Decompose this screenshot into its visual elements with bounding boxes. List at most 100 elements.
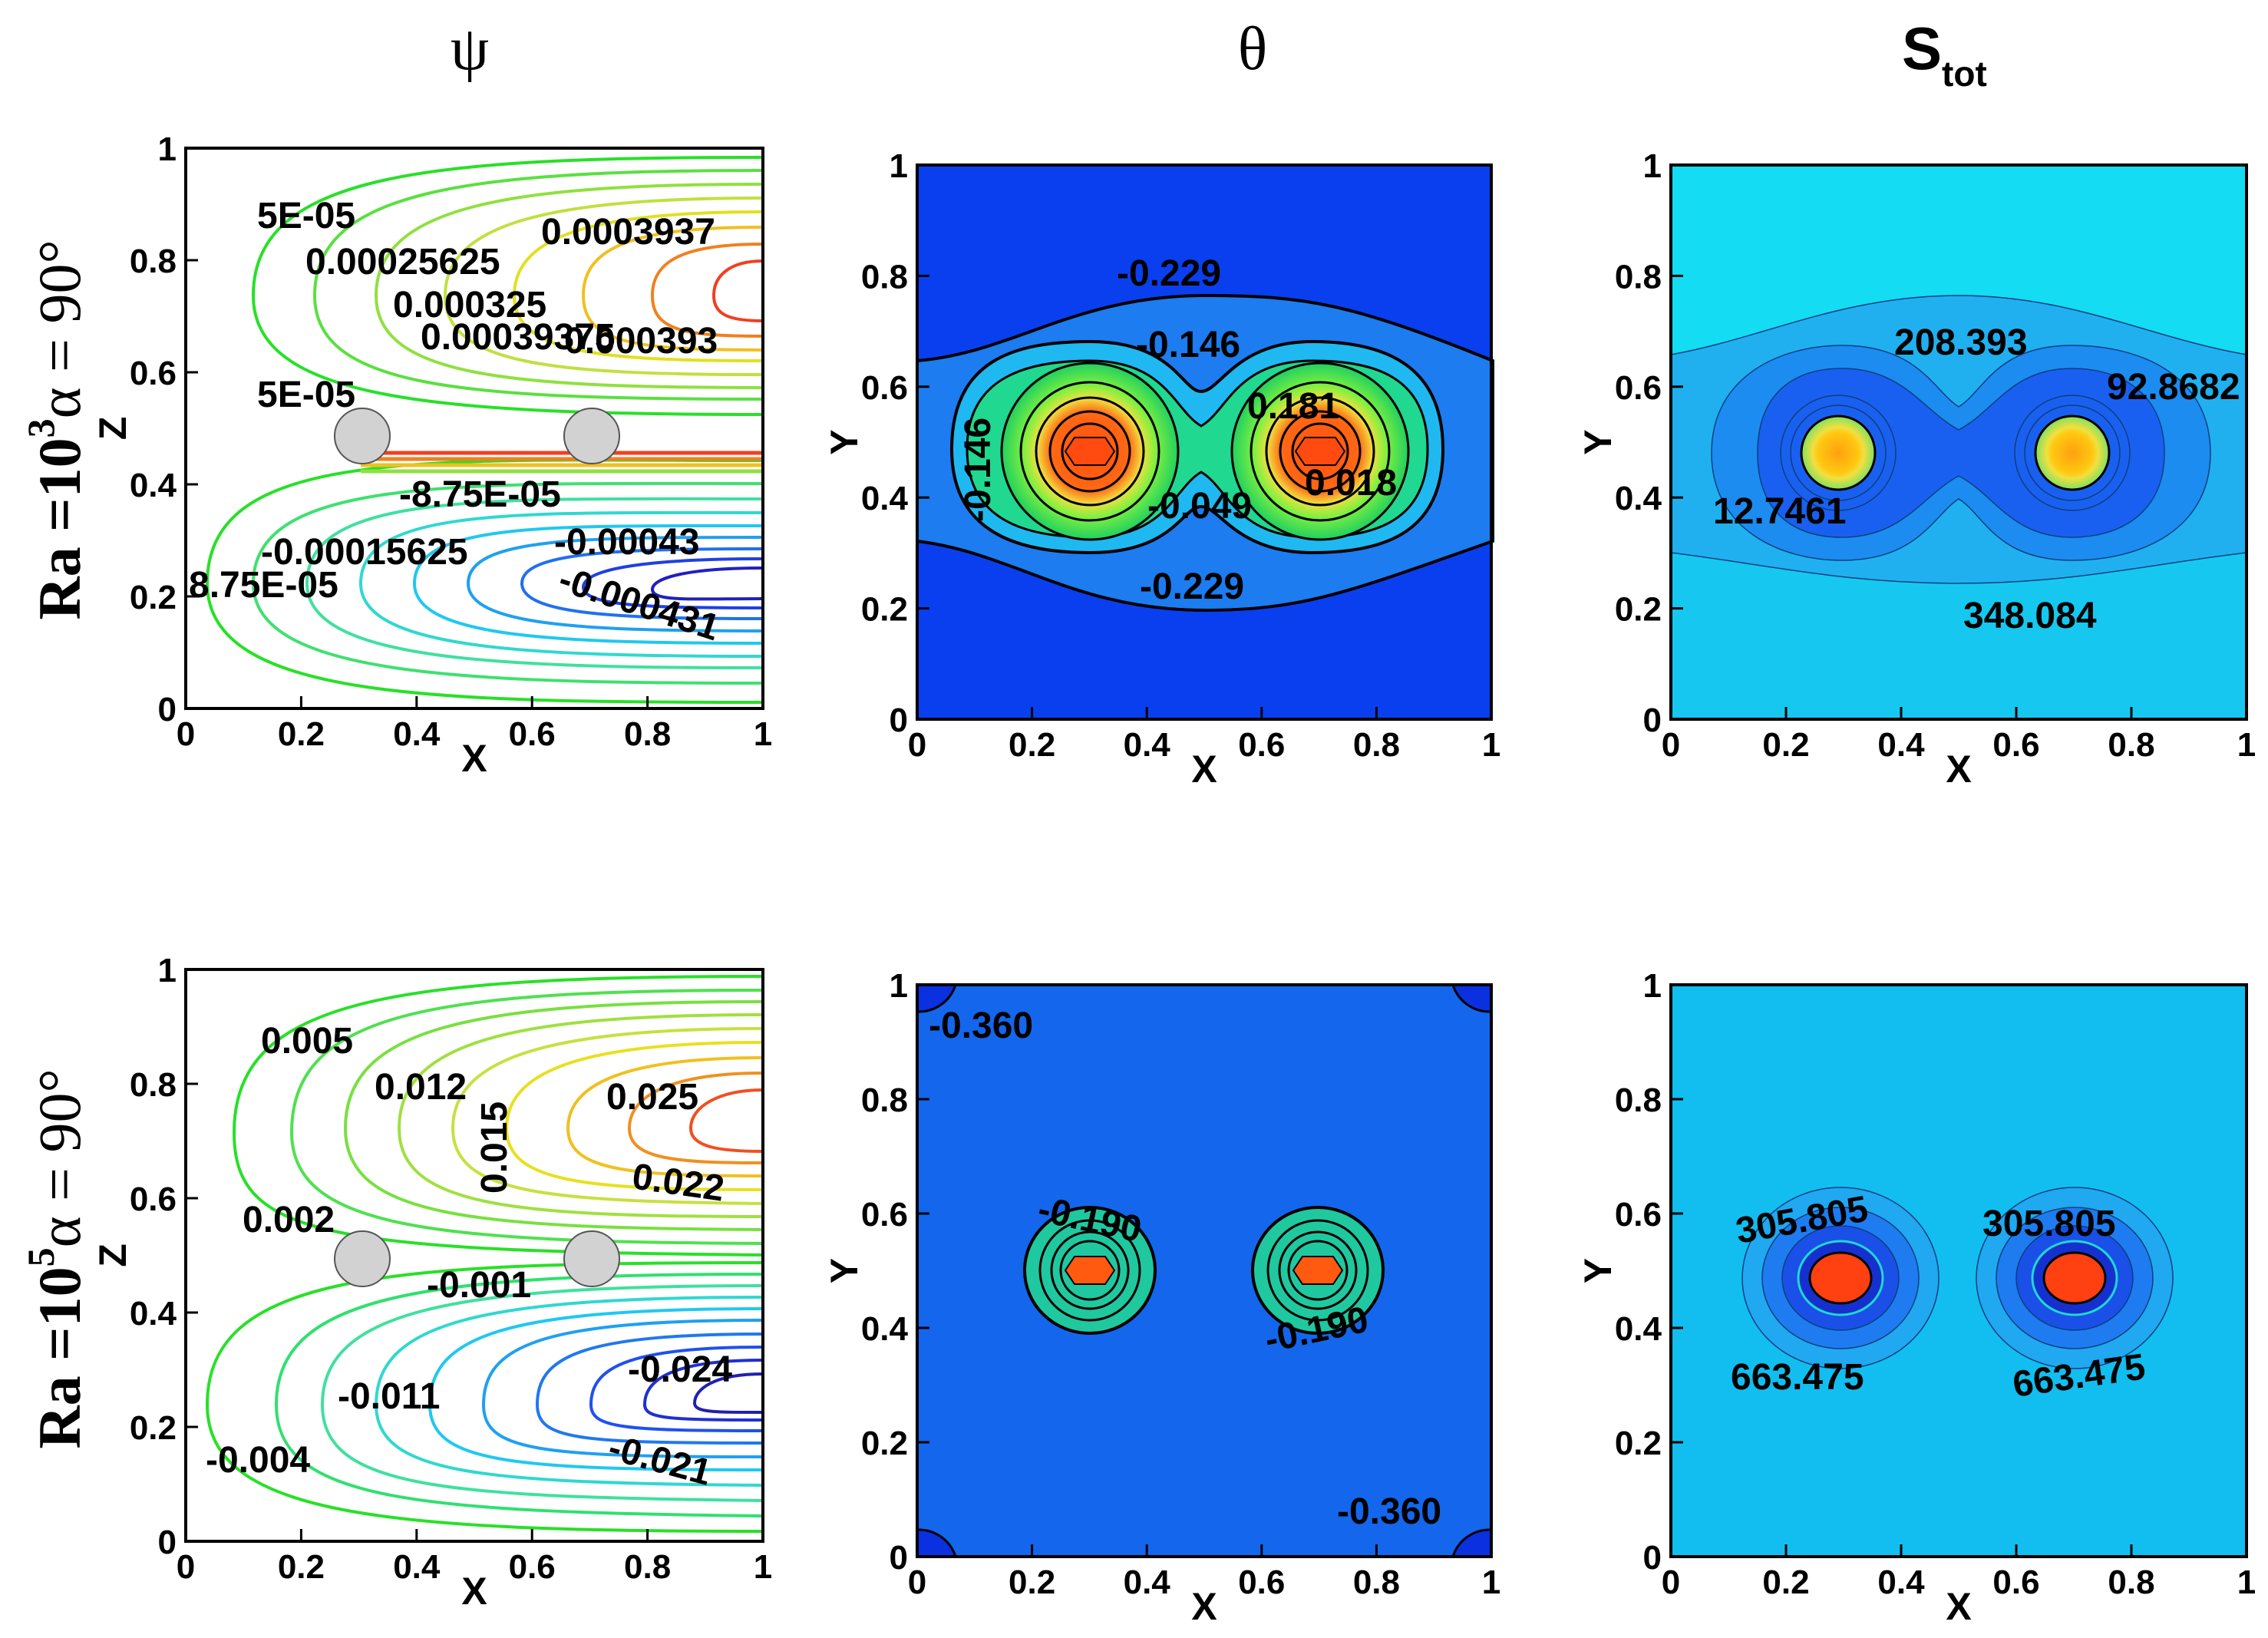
x-tick-label: 0.8 — [624, 715, 671, 753]
x-tick-label: 0.6 — [1238, 1564, 1285, 1601]
y-tick-label: 0.6 — [1615, 369, 1662, 407]
panel-s-row1-frame — [1669, 163, 2248, 721]
s1-hotspot — [2034, 414, 2111, 491]
psi2-contour — [374, 1296, 763, 1487]
x-tick-label: 0.2 — [1009, 726, 1055, 764]
contour-label: 0.00025625 — [305, 242, 500, 282]
y-tick-label: 0.8 — [1615, 1082, 1662, 1119]
y-tick-label: 0.8 — [861, 1082, 908, 1119]
psi1-contour — [581, 226, 763, 352]
theta1-core — [1064, 437, 1116, 466]
contour-label: -0.049 — [1147, 486, 1252, 527]
psi2-contour — [343, 1000, 763, 1231]
x-tick-label: 0.6 — [1992, 726, 2039, 764]
panel-psi-row2: 0.005 0.012 0.015 0.025 0.022 0.002 -0.0… — [184, 968, 764, 1543]
x-tick-label: 0.2 — [1762, 726, 1809, 764]
theta1-isoline — [1291, 422, 1349, 481]
y-tick-label: 0 — [890, 702, 908, 739]
psi2-contour — [451, 1027, 763, 1205]
psi1-contour — [358, 510, 763, 658]
x-tick-label: 0.2 — [1009, 1564, 1055, 1601]
y-tick-label: 1 — [890, 967, 908, 1005]
contour-label: 0.025 — [606, 1077, 698, 1118]
x-tick-label: 0.4 — [1124, 726, 1171, 764]
theta1-isoline — [1250, 381, 1391, 522]
x-tick-label: 0.8 — [624, 1548, 671, 1586]
psi2-contour — [535, 1333, 763, 1445]
theta1-isoline — [1035, 396, 1145, 507]
x-tick-label: 0.6 — [509, 715, 556, 753]
x-axis-label: X — [1191, 748, 1217, 791]
panel-s-row2: 305.805 305.805 663.475 663.475 — [1669, 983, 2248, 1558]
x-tick-label: 0 — [177, 715, 195, 753]
psi1-contour — [305, 497, 763, 669]
axes-layer: 0 0.2 0.4 0.6 0.8 1 0 0.2 0.4 0.6 0.8 1 X Z 0 0.2 0.4 0.6… — [91, 130, 2256, 1628]
x-tick-label: 1 — [2237, 1564, 2256, 1601]
column-title-s-sub: tot — [1942, 54, 1987, 94]
y-tick-label: 0.2 — [130, 579, 177, 616]
theta2-corner — [1451, 983, 1493, 1013]
contour-label: 92.8682 — [2107, 367, 2240, 408]
x-tick-label: 1 — [2237, 726, 2256, 764]
psi1-contour — [711, 259, 763, 322]
psi1-contour — [374, 183, 763, 389]
x-tick-label: 0 — [177, 1548, 195, 1586]
psi2-contour — [274, 1273, 763, 1517]
contour-label: 0.015 — [474, 1101, 515, 1194]
theta1-isoline — [1265, 396, 1375, 507]
x-tick-label: 0.4 — [1877, 1564, 1925, 1601]
panel-psi-row1-frame — [184, 147, 764, 710]
contour-label: -0.001 — [427, 1265, 531, 1306]
theta2-isoline — [1050, 1230, 1130, 1310]
contour-label: 0.000325 — [393, 285, 546, 325]
y-tick-label: 1 — [1643, 147, 1662, 185]
x-tick-label: 1 — [1482, 1564, 1500, 1601]
x-axis-label: X — [461, 737, 487, 780]
psi2-contour — [589, 1346, 763, 1432]
x-axis-label: X — [1191, 1585, 1217, 1628]
theta1-isoline — [1019, 381, 1160, 522]
psi1-contour — [581, 557, 763, 609]
y-tick-label: 1 — [158, 952, 177, 989]
x-axis-label: X — [461, 1570, 487, 1613]
psi1-contour — [205, 458, 763, 704]
theta1-core — [1294, 437, 1346, 466]
contour-label: 0.00039375 — [421, 317, 616, 358]
contour-label: -0.146 — [1136, 325, 1240, 365]
y-tick-label: 1 — [158, 130, 177, 168]
x-tick-label: 0.8 — [1353, 1564, 1400, 1601]
y-tick-label: 0.6 — [861, 1196, 908, 1233]
contour-label: -0.229 — [1140, 566, 1244, 607]
panel-theta-row1: -0.229 -0.146 -0.146 0.181 0.018 -0.049 … — [916, 163, 1494, 721]
contour-label: 0.018 — [1305, 463, 1397, 504]
x-tick-label: 0.4 — [1877, 726, 1925, 764]
y-axis-label: Y — [1576, 1258, 1619, 1283]
y-tick-label: 1 — [890, 147, 908, 185]
x-tick-label: 0 — [908, 1564, 926, 1601]
x-tick-label: 0 — [1662, 1564, 1680, 1601]
psi1-contour — [650, 566, 763, 601]
contour-label: 305.805 — [1982, 1204, 2116, 1244]
panel-theta-row2: -0.360 -0.190 -0.190 -0.360 — [916, 983, 1493, 1558]
contour-label: 0.002 — [243, 1200, 335, 1240]
contour-label: -0.146 — [958, 418, 999, 522]
y-axis-label: Z — [91, 1243, 134, 1267]
psi2-contour — [688, 1088, 763, 1153]
contour-label: 0.181 — [1247, 386, 1339, 427]
column-title-s: Stot — [1902, 15, 1987, 94]
contour-label: -0.229 — [1117, 253, 1221, 294]
x-axis-label: X — [1946, 748, 1971, 791]
column-title-psi: ψ — [451, 15, 489, 83]
s1-isoline — [1790, 405, 1887, 501]
column-title-theta: θ — [1238, 15, 1267, 83]
y-tick-label: 0.6 — [130, 1181, 177, 1218]
psi1-contour — [312, 169, 763, 401]
theta1-isoline — [1279, 410, 1362, 493]
contour-label: -0.011 — [338, 1376, 440, 1417]
cylinder — [334, 408, 391, 464]
contour-label: -0.00015625 — [261, 532, 468, 573]
contour-label: 5E-05 — [257, 375, 355, 415]
theta2-isoline — [1266, 1219, 1369, 1322]
contour-label: -0.360 — [929, 1006, 1033, 1046]
row-title-1-exp: 3 — [19, 418, 62, 438]
